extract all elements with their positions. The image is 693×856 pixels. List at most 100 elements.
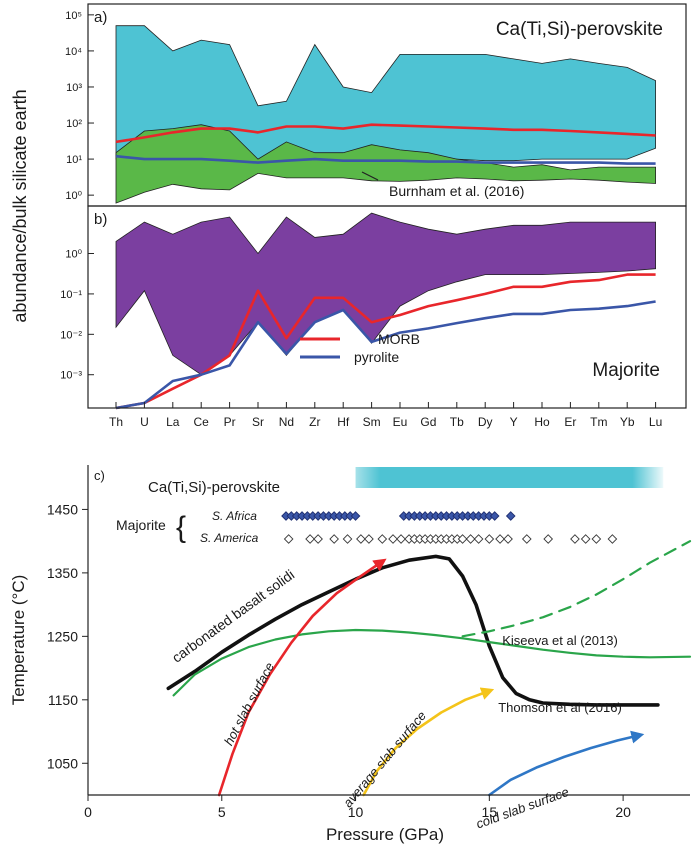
carbonated-basalt-solidus-curve (166, 554, 660, 707)
row-label-s-africa: S. Africa (212, 509, 257, 523)
majorite-group-label: Majorite (116, 517, 166, 533)
legend-label-morb: MORB (378, 331, 420, 347)
s-america-diamond-marker (503, 534, 513, 544)
annotation-leader (361, 171, 379, 181)
panel-a: 10⁰ 10¹ 10² 10³ 10⁴ 10⁵ a) Ca(Ti,Si)-perovski… (65, 3, 687, 207)
y-tick-label: 10⁰ (65, 190, 82, 202)
x-tick-label-y: Y (510, 415, 518, 429)
s-america-diamond-marker (607, 534, 618, 544)
morb-line (115, 123, 656, 144)
s-africa-diamond-marker (489, 511, 500, 521)
pyrolite-line (115, 300, 656, 410)
thomson-label: Thomson et al (2016) (498, 700, 622, 715)
x-tick-label-sm: Sm (363, 415, 381, 429)
s-america-diamond-marker (356, 534, 366, 544)
x-tick-label-ho: Ho (534, 415, 550, 429)
s-america-diamond-marker (283, 534, 294, 544)
x-tick-label-zr: Zr (309, 415, 320, 429)
s-america-diamond-marker (342, 534, 353, 544)
burnham-field-area (115, 124, 656, 204)
average-slab-surface-arrow (362, 687, 495, 797)
s-america-diamond-marker (305, 534, 315, 544)
x-tick-label-eu: Eu (393, 415, 408, 429)
panel-b-x-ticks: Th U La Ce Pr Sr Nd Zr Hf Sm Eu Gd Tb Dy Y Ho Er Tm Yb Lu (109, 402, 662, 429)
s-america-diamond-marker (465, 534, 476, 544)
x-tick-label-th: Th (109, 415, 123, 429)
panel-b-letter: b) (94, 211, 107, 228)
panel-a-fields (115, 25, 656, 204)
kiseeva-2013-curve (172, 628, 692, 697)
s-africa-diamond-marker (505, 511, 516, 521)
panel-b-y-ticks: 10⁻³ 10⁻² 10⁻¹ 10⁰ (60, 249, 94, 382)
x-tick-label: 10 (348, 804, 364, 820)
s-america-diamond-marker (364, 534, 374, 544)
x-tick-label-lu: Lu (649, 415, 662, 429)
legend-label-pyrolite: pyrolite (354, 349, 399, 365)
panel-a-letter: a) (94, 9, 107, 26)
y-tick-label: 10⁰ (65, 249, 82, 261)
row-label-s-america: S. America (200, 531, 259, 545)
x-tick-label-sr: Sr (252, 415, 264, 429)
x-tick-label-tm: Tm (590, 415, 607, 429)
x-tick-label: 20 (615, 804, 631, 820)
panel-c-letter: c) (94, 468, 105, 483)
s-america-diamond-marker (570, 534, 580, 544)
legend: MORB pyrolite (300, 331, 420, 365)
y-tick-label: 1450 (47, 501, 78, 517)
hot-slab-label: hot slab surface (221, 660, 277, 748)
y-tick-label: 10⁻¹ (60, 289, 82, 301)
inclusion-markers (281, 511, 618, 544)
x-tick-label-pr: Pr (224, 415, 236, 429)
panel-b-frame (87, 205, 687, 409)
morb-line (115, 273, 656, 410)
s-america-diamond-marker (473, 534, 484, 544)
s-america-diamond-marker (388, 534, 398, 544)
kiseeva-label: Kiseeva et al (2013) (502, 633, 618, 648)
x-tick-label-er: Er (564, 415, 576, 429)
y-tick-label: 10⁴ (65, 46, 82, 58)
s-america-diamond-marker (521, 534, 532, 544)
y-tick-label: 10² (66, 118, 82, 130)
s-america-diamond-marker (484, 534, 495, 544)
s-america-diamond-marker (543, 534, 554, 544)
s-africa-diamond-marker (350, 511, 361, 521)
y-tick-label: 10⁻² (60, 329, 82, 341)
panel-a-title: Ca(Ti,Si)-perovskite (496, 19, 663, 40)
s-america-diamond-marker (591, 534, 602, 544)
x-tick-label-hf: Hf (337, 415, 350, 429)
s-america-diamond-marker (329, 534, 339, 544)
x-tick-label: 15 (482, 804, 498, 820)
x-tick-label-la: La (166, 415, 180, 429)
x-tick-label-gd: Gd (420, 415, 436, 429)
s-america-diamond-marker (396, 534, 406, 544)
y-tick-label: 10¹ (66, 154, 82, 166)
pyrolite-line (115, 154, 656, 165)
s-america-diamond-marker (313, 534, 323, 544)
slab-paths (217, 558, 645, 797)
s-america-diamond-marker (580, 534, 591, 544)
y-tick-label: 10⁵ (65, 10, 82, 22)
panel-c-y-label: Temperature (°C) (9, 575, 28, 706)
y-tick-label: 10³ (66, 82, 82, 94)
panel-b-series (115, 273, 656, 410)
y-tick-label: 1350 (47, 565, 78, 581)
x-tick-label-u: U (140, 415, 149, 429)
majorite-brace: { (176, 511, 186, 544)
s-america-diamond-marker (377, 534, 388, 544)
panel-c: Ca(Ti,Si)-perovskite c) Majorite { S. Af… (9, 465, 692, 844)
panel-a-y-ticks: 10⁰ 10¹ 10² 10³ 10⁴ 10⁵ (65, 10, 94, 202)
panel-a-series (115, 123, 656, 165)
y-tick-label: 10⁻³ (60, 370, 82, 382)
x-tick-label-nd: Nd (279, 415, 294, 429)
burnham-annotation: Burnham et al. (2016) (389, 183, 524, 199)
x-tick-label-ce: Ce (194, 415, 210, 429)
s-america-diamond-marker (495, 534, 505, 544)
x-tick-label-yb: Yb (620, 415, 635, 429)
shared-y-axis-label: abundance/bulk silicate earth (10, 89, 30, 322)
panel-b: 10⁻³ 10⁻² 10⁻¹ 10⁰ Th U La Ce Pr Sr Nd Zr Hf Sm Eu Gd T… (60, 205, 687, 429)
x-tick-label-tb: Tb (450, 415, 464, 429)
cold-slab-surface-arrow (487, 730, 645, 797)
panel-b-title: Majorite (592, 360, 660, 381)
panel-c-series (166, 540, 692, 707)
x-tick-label: 5 (218, 804, 226, 820)
